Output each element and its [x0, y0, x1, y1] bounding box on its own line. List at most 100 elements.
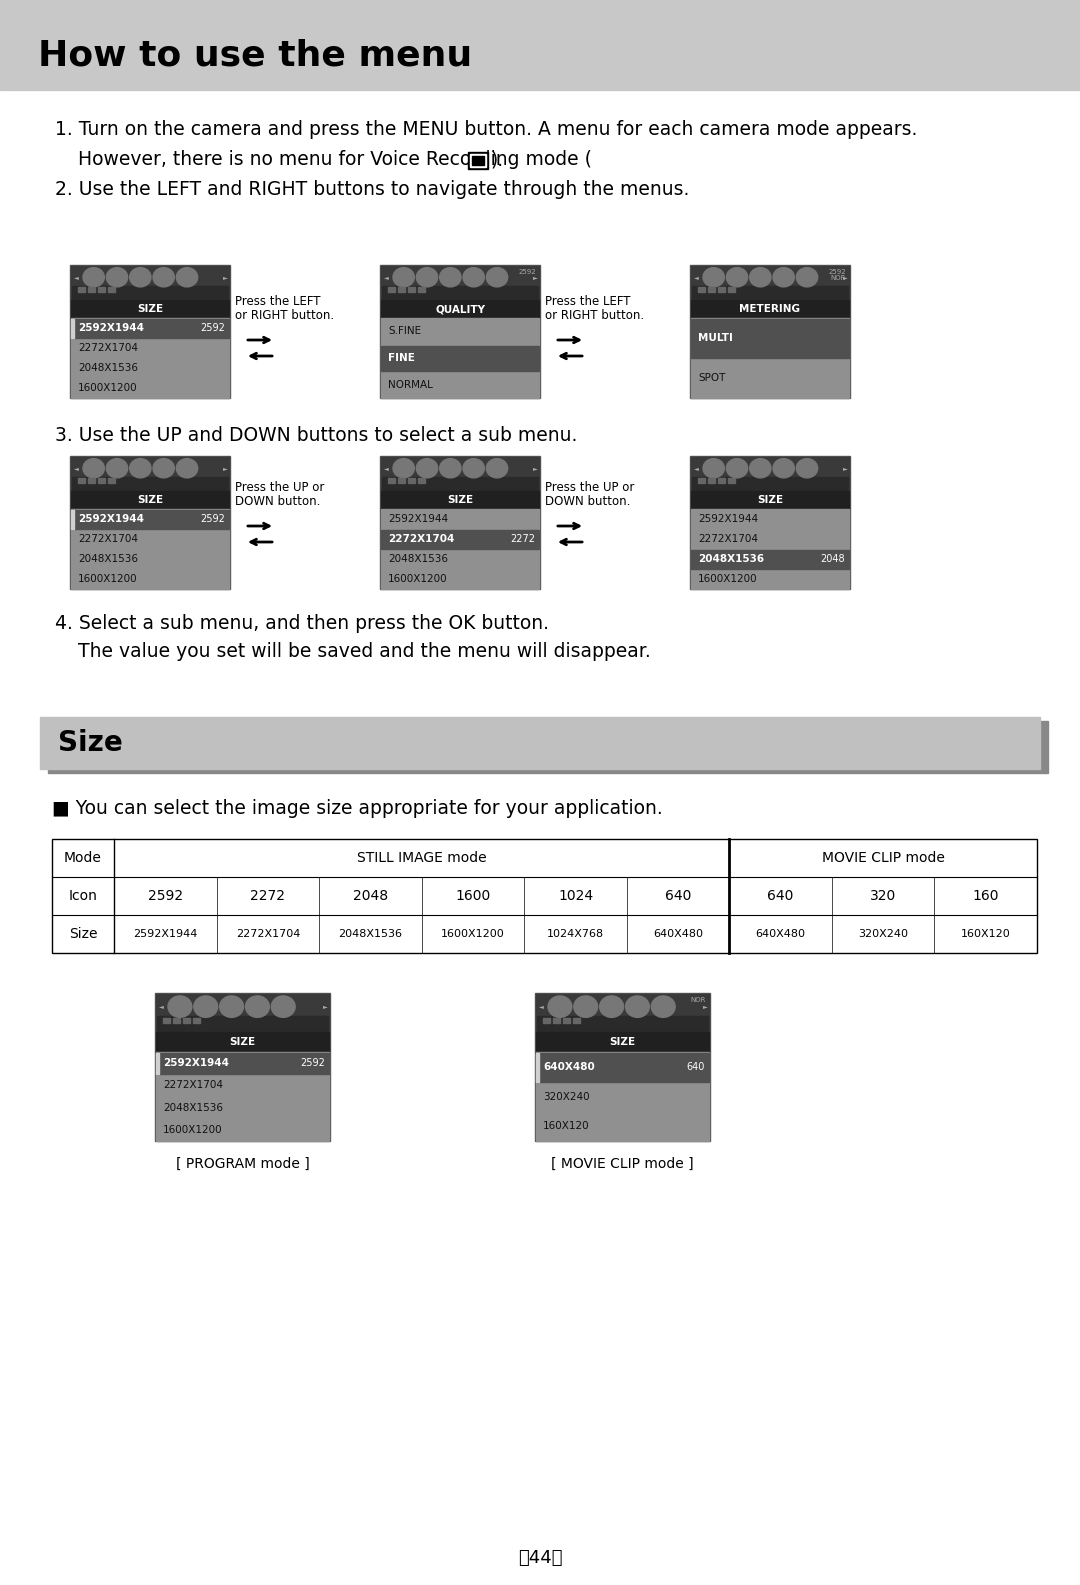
Bar: [382, 285, 538, 300]
Text: METERING: METERING: [740, 304, 800, 314]
Bar: [108, 287, 114, 292]
Bar: [691, 509, 849, 590]
Bar: [193, 1018, 200, 1022]
Ellipse shape: [796, 458, 818, 477]
Text: SIZE: SIZE: [137, 304, 163, 314]
Bar: [157, 1016, 328, 1032]
Text: SIZE: SIZE: [447, 495, 473, 506]
Text: The value you set will be saved and the menu will disappear.: The value you set will be saved and the …: [78, 642, 651, 661]
Ellipse shape: [625, 995, 649, 1018]
Bar: [691, 266, 849, 300]
Bar: [388, 287, 395, 292]
Text: DOWN button.: DOWN button.: [545, 495, 631, 509]
Ellipse shape: [440, 458, 461, 477]
Text: 1. Turn on the camera and press the MENU button. A menu for each camera mode app: 1. Turn on the camera and press the MENU…: [55, 120, 917, 139]
Text: 2048: 2048: [353, 889, 388, 903]
Text: Icon: Icon: [68, 889, 97, 903]
Bar: [71, 319, 229, 338]
Text: ◄: ◄: [694, 466, 699, 471]
Text: DOWN button.: DOWN button.: [235, 495, 321, 509]
Bar: [156, 992, 330, 1141]
Text: 320X240: 320X240: [543, 1092, 590, 1102]
Bar: [380, 456, 540, 590]
Text: 160: 160: [972, 889, 999, 903]
Ellipse shape: [153, 268, 174, 287]
Bar: [72, 477, 228, 490]
Ellipse shape: [416, 458, 437, 477]
Bar: [108, 479, 114, 483]
Bar: [718, 479, 725, 483]
Bar: [536, 1052, 708, 1141]
Text: 1600X1200: 1600X1200: [78, 384, 137, 393]
Text: ◄: ◄: [384, 466, 389, 471]
Ellipse shape: [651, 995, 675, 1018]
Text: ◄: ◄: [75, 466, 79, 471]
Ellipse shape: [463, 268, 484, 287]
Ellipse shape: [440, 268, 461, 287]
Text: 2592X1944: 2592X1944: [78, 323, 144, 333]
Bar: [388, 479, 395, 483]
Text: 2592X1944: 2592X1944: [133, 929, 198, 938]
Text: Press the UP or: Press the UP or: [545, 480, 634, 495]
Ellipse shape: [599, 995, 623, 1018]
Text: 〈44〉: 〈44〉: [517, 1549, 563, 1568]
Ellipse shape: [193, 995, 218, 1018]
Bar: [40, 716, 1040, 769]
Bar: [692, 477, 848, 490]
Text: ►: ►: [222, 274, 228, 279]
Bar: [708, 287, 715, 292]
Text: ◄: ◄: [75, 274, 79, 279]
Ellipse shape: [130, 268, 151, 287]
Text: ►: ►: [534, 466, 538, 471]
Text: 640X480: 640X480: [543, 1062, 595, 1071]
Text: However, there is no menu for Voice Recording mode (: However, there is no menu for Voice Reco…: [78, 151, 592, 170]
Text: 1600X1200: 1600X1200: [388, 574, 447, 583]
Bar: [381, 346, 539, 371]
Text: ◄: ◄: [159, 1005, 164, 1010]
Bar: [399, 287, 405, 292]
Ellipse shape: [393, 458, 415, 477]
Bar: [381, 319, 539, 398]
Text: 2272X1704: 2272X1704: [78, 534, 138, 544]
Text: MULTI: MULTI: [698, 333, 733, 342]
Text: 2048X1536: 2048X1536: [78, 555, 138, 564]
Ellipse shape: [245, 995, 269, 1018]
Bar: [156, 994, 329, 1032]
Bar: [698, 287, 705, 292]
Bar: [48, 721, 1048, 773]
Text: ◄: ◄: [539, 1005, 543, 1010]
Text: 2272: 2272: [251, 889, 285, 903]
Text: 1600X1200: 1600X1200: [441, 929, 504, 938]
Text: or RIGHT button.: or RIGHT button.: [235, 309, 334, 322]
Bar: [381, 266, 539, 300]
Text: NORMAL: NORMAL: [388, 380, 433, 390]
Bar: [0, 0, 1080, 90]
Bar: [71, 510, 75, 529]
Ellipse shape: [393, 268, 415, 287]
Text: 1600: 1600: [456, 889, 490, 903]
Ellipse shape: [773, 268, 794, 287]
Text: Size: Size: [58, 729, 123, 758]
Text: NOR: NOR: [690, 997, 706, 1003]
Ellipse shape: [463, 458, 484, 477]
Ellipse shape: [106, 268, 127, 287]
Bar: [156, 1032, 329, 1052]
Bar: [381, 529, 539, 548]
Text: 2592X1944: 2592X1944: [78, 514, 144, 525]
Bar: [382, 477, 538, 490]
Bar: [71, 300, 229, 319]
Text: NOR: NOR: [831, 276, 846, 281]
Ellipse shape: [548, 995, 571, 1018]
Bar: [71, 266, 229, 300]
Text: 160X120: 160X120: [543, 1121, 590, 1132]
Bar: [543, 1018, 550, 1022]
Bar: [156, 1052, 329, 1141]
Text: Size: Size: [69, 927, 97, 941]
Bar: [691, 319, 849, 398]
Text: or RIGHT button.: or RIGHT button.: [545, 309, 644, 322]
Text: 1600X1200: 1600X1200: [698, 574, 758, 583]
Text: 2272X1704: 2272X1704: [698, 534, 758, 544]
Bar: [692, 285, 848, 300]
Bar: [408, 287, 415, 292]
Text: How to use the menu: How to use the menu: [38, 38, 472, 73]
